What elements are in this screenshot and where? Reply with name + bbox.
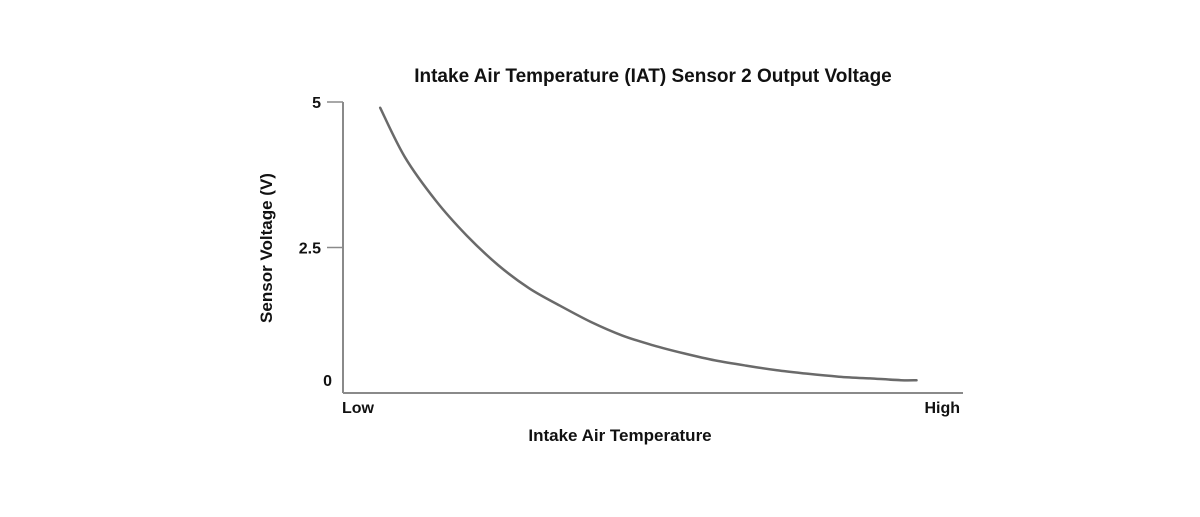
x-axis-label: Intake Air Temperature xyxy=(528,426,711,445)
y-tick-label: 2.5 xyxy=(299,241,321,258)
y-ticks: 02.55 xyxy=(299,95,343,390)
y-axis-label: Sensor Voltage (V) xyxy=(257,173,276,323)
axes xyxy=(342,102,963,394)
y-tick-label: 5 xyxy=(312,95,321,112)
x-tick-label: Low xyxy=(342,400,375,417)
x-tick-label: High xyxy=(924,400,960,417)
chart-title: Intake Air Temperature (IAT) Sensor 2 Ou… xyxy=(414,66,892,87)
series-line xyxy=(378,106,918,382)
x-ticks: Low High xyxy=(342,400,960,417)
y-tick-label: 0 xyxy=(323,373,332,390)
